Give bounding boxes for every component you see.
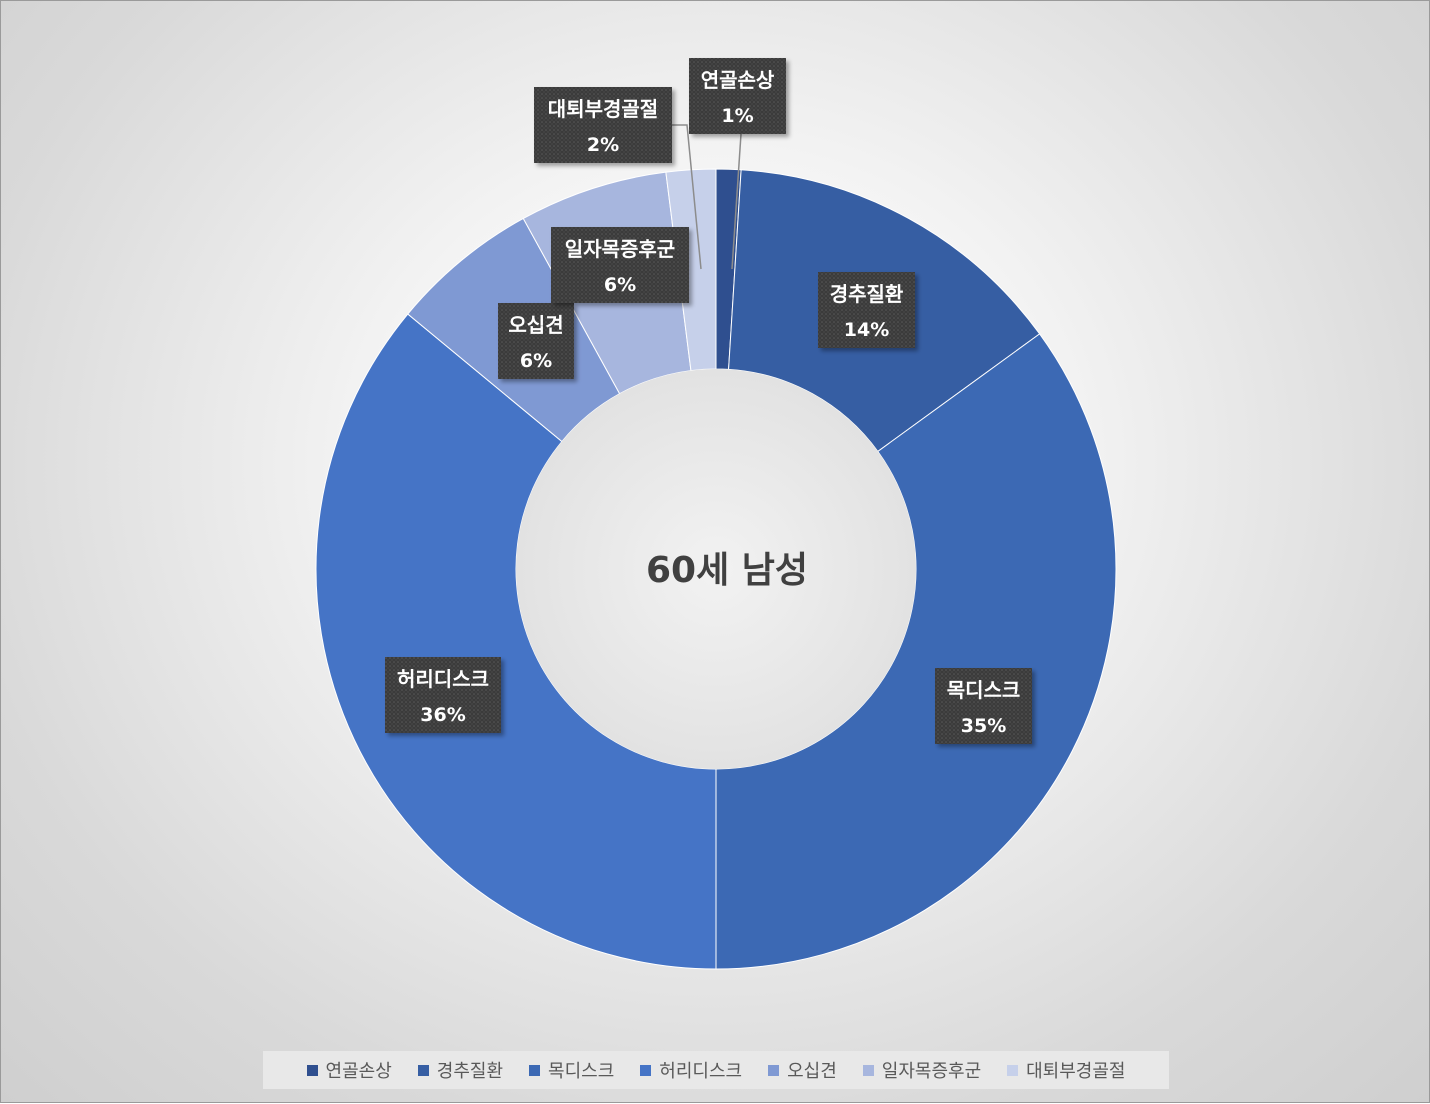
legend-swatch xyxy=(306,1064,318,1076)
data-label-category: 경추질환 xyxy=(830,282,904,306)
data-label-value: 36% xyxy=(420,704,465,726)
data-label-box xyxy=(551,227,689,303)
data-label-box xyxy=(534,87,672,163)
data-label-value: 6% xyxy=(520,350,552,372)
data-label-category: 목디스크 xyxy=(947,678,1021,702)
legend-item-slice-2: 경추질환 xyxy=(417,1057,504,1083)
data-label-slice-1: 연골손상 1% xyxy=(689,58,786,134)
legend-swatch xyxy=(768,1064,780,1076)
legend-item-slice-7: 대퇴부경골절 xyxy=(1007,1057,1125,1083)
data-label-box xyxy=(385,657,501,733)
data-label-category: 연골손상 xyxy=(701,68,775,92)
leader-lines xyxy=(672,124,742,270)
legend-item-slice-3: 목디스크 xyxy=(529,1057,614,1083)
leader-line-slice-1 xyxy=(731,133,742,270)
data-label-box xyxy=(935,668,1032,744)
legend-label: 연골손상 xyxy=(325,1061,392,1082)
data-label-category: 허리디스크 xyxy=(397,667,489,691)
legend-swatch xyxy=(1007,1064,1019,1076)
data-label-value: 14% xyxy=(844,319,889,341)
slices-layer xyxy=(315,168,1117,970)
data-label-slice-4: 허리디스크 36% xyxy=(385,657,501,733)
data-label-slice-6: 일자목증후군 6% xyxy=(551,227,689,303)
legend-label: 오십견 xyxy=(787,1061,837,1082)
leader-line-slice-7 xyxy=(672,124,702,270)
legend-swatch xyxy=(529,1064,541,1076)
legend-label: 허리디스크 xyxy=(659,1061,743,1082)
data-label-box xyxy=(689,58,786,134)
data-labels: 연골손상 1% 경추질환 14% 목디스크 35% 허리디스크 36% 오십견 6% 일자목증후군 6… xyxy=(385,58,1032,744)
data-label-slice-3: 목디스크 35% xyxy=(935,668,1032,744)
data-label-box xyxy=(498,303,574,379)
legend-label: 목디스크 xyxy=(548,1061,615,1082)
data-label-slice-5: 오십견 6% xyxy=(498,303,574,379)
legend-swatch xyxy=(640,1064,652,1076)
data-label-category: 일자목증후군 xyxy=(565,237,675,261)
legend-item-slice-5: 오십견 xyxy=(768,1057,837,1083)
data-label-value: 35% xyxy=(961,715,1006,737)
donut-hole xyxy=(516,369,916,769)
legend-item-slice-1: 연골손상 xyxy=(306,1057,392,1083)
legend-swatch xyxy=(862,1064,874,1076)
legend: 연골손상 경추질환 목디스크 허리디스크 오십견 일자목증후군 대퇴부경골절 xyxy=(263,1051,1169,1089)
legend-swatch xyxy=(417,1064,429,1076)
data-label-slice-2: 경추질환 14% xyxy=(818,272,915,348)
legend-item-slice-6: 일자목증후군 xyxy=(862,1057,982,1083)
data-label-value: 1% xyxy=(721,105,753,127)
chart-title: 60세 남성 xyxy=(646,550,808,591)
legend-item-slice-4: 허리디스크 xyxy=(640,1057,742,1083)
legend-label: 대퇴부경골절 xyxy=(1026,1061,1126,1082)
data-label-value: 2% xyxy=(587,134,619,156)
data-label-category: 대퇴부경골절 xyxy=(548,97,658,121)
data-label-box xyxy=(818,272,915,348)
data-label-value: 6% xyxy=(604,274,636,296)
data-label-category: 오십견 xyxy=(508,313,563,337)
data-label-slice-7: 대퇴부경골절 2% xyxy=(534,87,672,163)
legend-label: 경추질환 xyxy=(436,1061,504,1082)
legend-label: 일자목증후군 xyxy=(881,1061,982,1082)
